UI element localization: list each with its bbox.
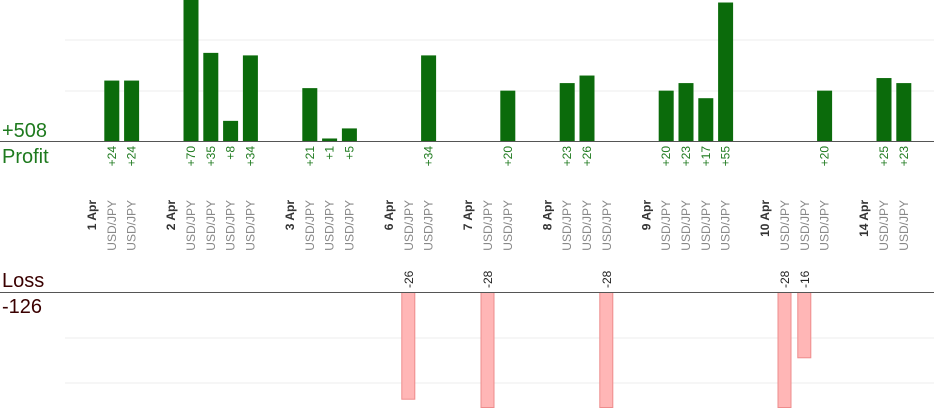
profit-value-label: +23 <box>560 146 574 167</box>
pair-label: USD/JPY <box>659 200 673 251</box>
profit-value-label: +5 <box>342 146 356 160</box>
loss-bar <box>401 292 416 400</box>
loss-value-label: -28 <box>778 270 792 288</box>
profit-bar <box>698 98 714 141</box>
profit-value-label: +34 <box>243 146 257 167</box>
labels: 1 Apr USD/JPY +24 USD/JPY +24 2 Apr USD/JPY +70… <box>85 146 911 288</box>
pair-label: USD/JPY <box>422 200 436 251</box>
pair-label: USD/JPY <box>303 200 317 251</box>
pair-label: USD/JPY <box>481 200 495 251</box>
pair-label: USD/JPY <box>580 200 594 251</box>
loss-label: Loss <box>2 270 44 292</box>
pair-label: USD/JPY <box>105 200 119 251</box>
loss-value-label: -26 <box>402 270 416 288</box>
date-label: 8 Apr <box>540 200 554 231</box>
profit-value-label: +34 <box>422 146 436 167</box>
profit-value-label: +20 <box>501 146 515 167</box>
pair-label: USD/JPY <box>323 200 337 251</box>
profit-bar <box>104 80 120 141</box>
profit-label: Profit <box>2 146 49 168</box>
loss-bar <box>480 292 495 408</box>
profit-value-label: +20 <box>659 146 673 167</box>
date-label: 7 Apr <box>461 200 475 231</box>
loss-value-label: -16 <box>798 270 812 288</box>
date-label: 14 Apr <box>857 200 871 237</box>
profit-value-label: +8 <box>224 146 238 160</box>
profit-value-label: +55 <box>719 146 733 167</box>
pair-label: USD/JPY <box>679 200 693 251</box>
profit-bar <box>124 80 140 141</box>
profit-bar <box>559 83 575 141</box>
profit-bar <box>421 55 437 142</box>
pair-label: USD/JPY <box>897 200 911 251</box>
profit-bar <box>658 90 674 141</box>
pair-label: USD/JPY <box>818 200 832 251</box>
profit-value-label: +23 <box>897 146 911 167</box>
pair-label: USD/JPY <box>719 200 733 251</box>
pair-label: USD/JPY <box>699 200 713 251</box>
profit-bar <box>678 83 694 141</box>
date-label: 3 Apr <box>283 200 297 231</box>
profit-bar <box>223 120 239 141</box>
profit-value-label: +1 <box>323 146 337 160</box>
profit-bar <box>242 55 258 142</box>
pair-label: USD/JPY <box>798 200 812 251</box>
date-label: 6 Apr <box>382 200 396 231</box>
profit-bar <box>718 2 734 142</box>
loss-bar <box>797 292 812 359</box>
pair-label: USD/JPY <box>560 200 574 251</box>
profit-bar <box>896 83 912 141</box>
pair-label: USD/JPY <box>224 200 238 251</box>
pair-label: USD/JPY <box>184 200 198 251</box>
pair-label: USD/JPY <box>243 200 257 251</box>
pair-label: USD/JPY <box>600 200 614 251</box>
bars <box>104 0 912 408</box>
date-label: 2 Apr <box>164 200 178 231</box>
profit-bar <box>322 138 338 141</box>
pair-label: USD/JPY <box>342 200 356 251</box>
date-label: 10 Apr <box>758 200 772 237</box>
profit-value-label: +70 <box>184 146 198 167</box>
profit-value-label: +17 <box>699 146 713 167</box>
pair-label: USD/JPY <box>877 200 891 251</box>
profit-value-label: +20 <box>818 146 832 167</box>
profit-bar <box>341 128 357 141</box>
profit-total: +508 <box>2 120 47 142</box>
pair-label: USD/JPY <box>204 200 218 251</box>
pair-label: USD/JPY <box>125 200 139 251</box>
profit-bar <box>500 90 516 141</box>
date-label: 1 Apr <box>85 200 99 231</box>
profit-value-label: +23 <box>679 146 693 167</box>
loss-bar <box>777 292 792 408</box>
loss-bar <box>599 292 614 408</box>
profit-bar <box>817 90 833 141</box>
profit-value-label: +26 <box>580 146 594 167</box>
profit-bar <box>302 88 318 141</box>
loss-value-label: -28 <box>600 270 614 288</box>
profit-bar <box>579 75 595 141</box>
date-label: 9 Apr <box>639 200 653 231</box>
profit-value-label: +24 <box>105 146 119 167</box>
profit-bar <box>876 78 892 141</box>
loss-value-label: -28 <box>481 270 495 288</box>
profit-value-label: +24 <box>125 146 139 167</box>
profit-value-label: +35 <box>204 146 218 167</box>
profit-bar <box>203 52 219 141</box>
pair-label: USD/JPY <box>501 200 515 251</box>
pair-label: USD/JPY <box>402 200 416 251</box>
loss-total: -126 <box>2 296 42 318</box>
profit-bar <box>183 0 199 141</box>
pair-label: USD/JPY <box>778 200 792 251</box>
profit-value-label: +21 <box>303 146 317 167</box>
profit-value-label: +25 <box>877 146 891 167</box>
